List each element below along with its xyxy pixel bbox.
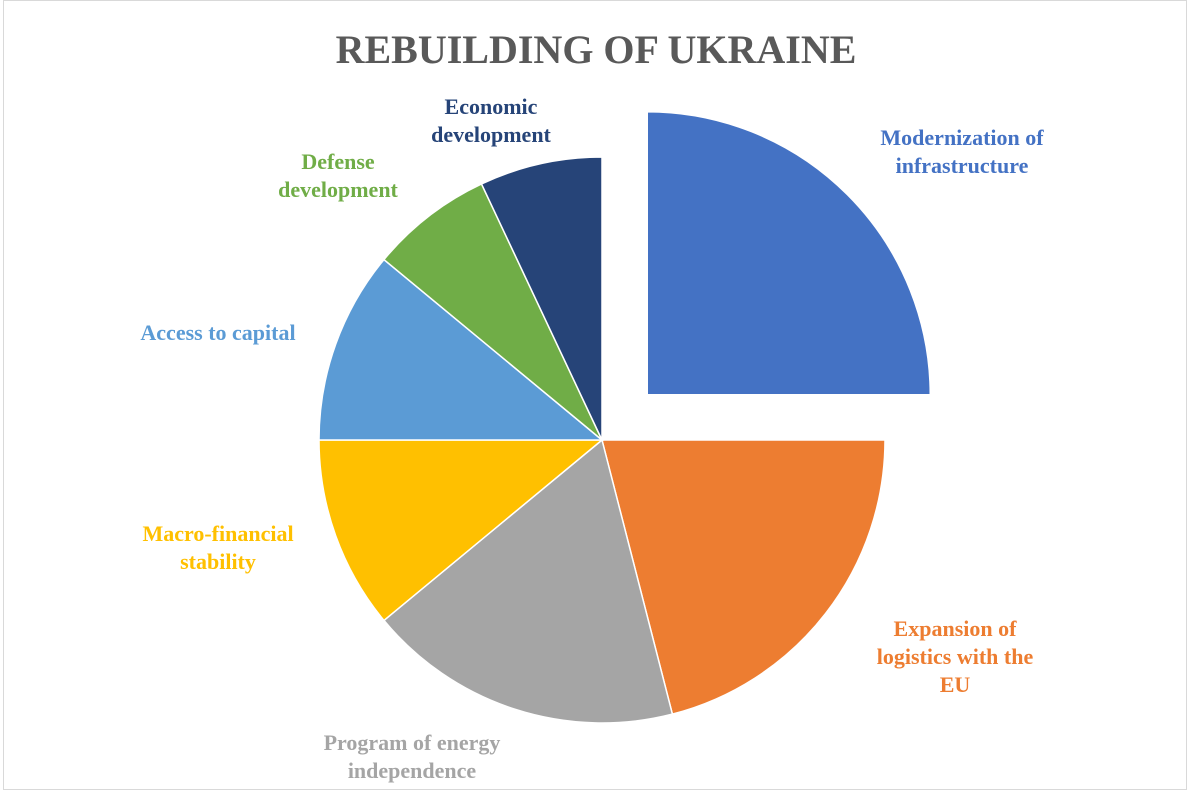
slice-label: Macro-financial stability bbox=[142, 521, 294, 574]
slice-label: Defense development bbox=[278, 149, 398, 202]
pie-slice bbox=[480, 156, 603, 441]
pie-slice bbox=[318, 439, 605, 622]
pie-slice bbox=[601, 439, 886, 716]
pie-slice bbox=[382, 438, 674, 724]
slice-label: Program of energy independence bbox=[323, 730, 501, 783]
slice-label: Modernization of infrastructure bbox=[880, 125, 1044, 178]
chart-border bbox=[3, 0, 1187, 790]
chart-title: REBUILDING OF UKRAINE bbox=[335, 27, 857, 72]
pie-slice bbox=[318, 258, 605, 441]
pie-slice bbox=[382, 182, 603, 441]
slice-label: Economic development bbox=[431, 94, 551, 147]
slice-label: Expansion of logistics with the EU bbox=[876, 616, 1034, 697]
slice-label: Access to capital bbox=[140, 320, 296, 345]
pie-slice bbox=[646, 110, 932, 396]
